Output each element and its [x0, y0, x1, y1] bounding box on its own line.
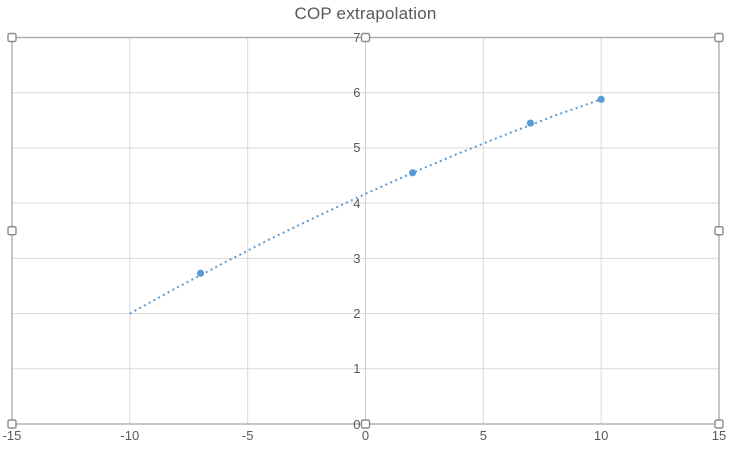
x-tick-label[interactable]: -15: [2, 428, 22, 443]
x-tick-label[interactable]: 10: [593, 428, 609, 443]
y-tick-label[interactable]: 0: [353, 416, 361, 432]
selection-handle[interactable]: [7, 226, 17, 236]
x-tick-label[interactable]: 15: [711, 428, 727, 443]
x-tick-label[interactable]: 0: [361, 428, 370, 443]
chart-title[interactable]: COP extrapolation: [294, 4, 437, 23]
data-point-marker[interactable]: [526, 119, 535, 127]
y-tick-label[interactable]: 1: [353, 361, 361, 377]
y-tick-label[interactable]: 7: [353, 30, 361, 45]
selection-handle[interactable]: [714, 419, 724, 429]
x-tick-label[interactable]: -10: [120, 428, 140, 443]
data-point-marker[interactable]: [597, 95, 605, 103]
x-tick-label[interactable]: 5: [479, 428, 487, 443]
data-point-marker[interactable]: [409, 169, 417, 177]
y-tick-label[interactable]: 3: [353, 250, 361, 266]
x-tick-label[interactable]: -5: [241, 428, 254, 443]
selection-handle[interactable]: [7, 32, 17, 43]
y-tick-label[interactable]: 5: [353, 140, 361, 156]
selection-handle[interactable]: [7, 419, 17, 429]
y-tick-label[interactable]: 6: [353, 85, 361, 101]
data-point-marker[interactable]: [196, 269, 205, 277]
y-tick-label[interactable]: 2: [353, 306, 361, 322]
y-tick-label[interactable]: 4: [353, 195, 361, 211]
selection-handle[interactable]: [360, 32, 371, 43]
selection-handle[interactable]: [714, 32, 724, 43]
selection-handle[interactable]: [714, 226, 724, 236]
selection-handle[interactable]: [360, 419, 371, 429]
